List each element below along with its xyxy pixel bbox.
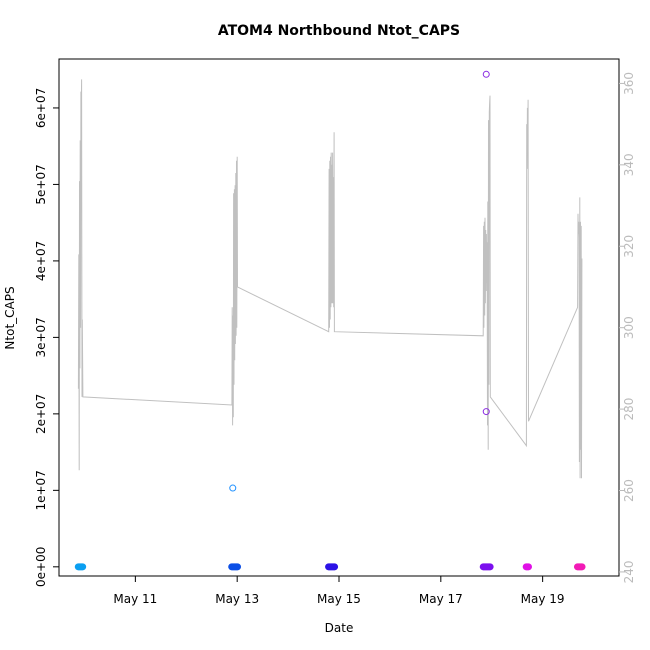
points-layer [229, 70, 490, 492]
secondary-line-layer [77, 79, 583, 479]
y-left-tick-label: 2e+07 [34, 394, 48, 434]
y-right-tick-label: 280 [622, 398, 636, 421]
y-left-tick-label: 0e+00 [34, 547, 48, 587]
x-tick-label: May 11 [113, 592, 157, 606]
secondary-series-line [77, 79, 583, 479]
y-left-tick-label: 4e+07 [34, 241, 48, 281]
y-left-tick-label: 5e+07 [34, 164, 48, 204]
x-tick-label: May 13 [215, 592, 259, 606]
y-right-tick-label: 340 [622, 153, 636, 176]
y-right-tick-label: 300 [622, 316, 636, 339]
x-tick-label: May 15 [317, 592, 361, 606]
data-point [229, 484, 237, 492]
x-tick-label: May 17 [419, 592, 463, 606]
data-point [482, 408, 490, 416]
axes-layer: May 11 May 13 May 15 May 17 May 19 0e+00 1e+07… [34, 58, 636, 606]
y-left-tick-label: 6e+07 [34, 88, 48, 128]
plot-frame [58, 58, 620, 577]
y-left-tick-label: 1e+07 [34, 470, 48, 510]
y-right-tick-label: 240 [622, 560, 636, 583]
y-right-tick-label: 360 [622, 72, 636, 95]
y-left-tick-label: 3e+07 [34, 317, 48, 357]
chart-title: ATOM4 Northbound Ntot_CAPS [218, 23, 460, 39]
y-right-tick-label: 260 [622, 479, 636, 502]
x-tick-label: May 19 [521, 592, 565, 606]
x-axis-label: Date [325, 621, 354, 635]
data-point [482, 70, 490, 78]
y-right-tick-label: 320 [622, 235, 636, 258]
y-axis-label: Ntot_CAPS [3, 286, 17, 349]
